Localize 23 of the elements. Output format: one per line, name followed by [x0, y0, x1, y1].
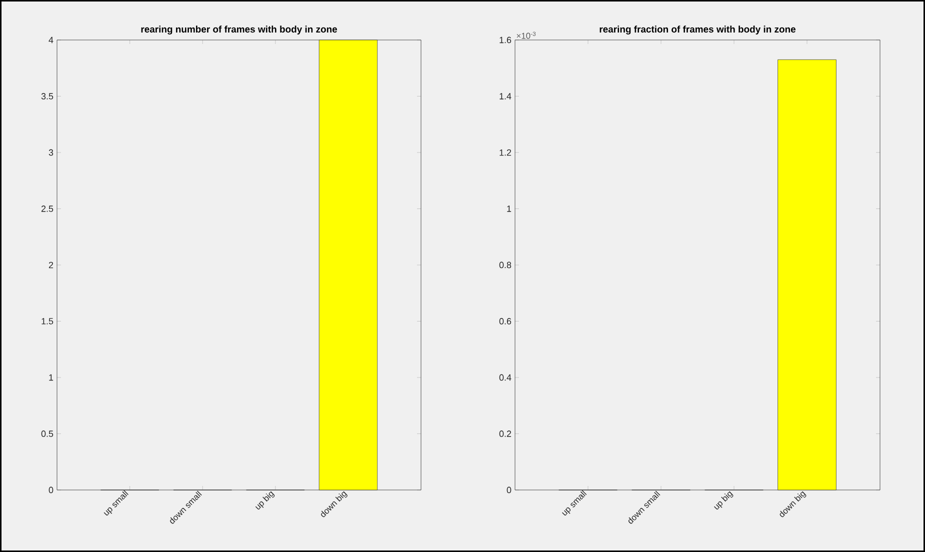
y-tick-label: 0.8 [499, 262, 512, 268]
y-tick-label: 0 [506, 486, 512, 494]
y-tick-label: 0.6 [499, 318, 512, 324]
y-tick-label: 0.4 [499, 374, 512, 381]
y-tick-label: 3 [48, 149, 54, 156]
x-tick-label: up big [255, 491, 275, 510]
y-tick-label: 0.5 [41, 430, 54, 437]
y-tick-label: 2.5 [41, 206, 54, 212]
y-tick-label: 1 [507, 206, 512, 212]
y-tick-label: 1.6 [500, 36, 512, 44]
y-tick-label: 0.2 [499, 430, 512, 437]
y-tick-label: 1 [49, 374, 54, 381]
y-tick-label: 1.4 [500, 93, 512, 100]
y-tick-label: 4 [48, 36, 54, 44]
chart-title: rearing number of frames with body in zone [141, 26, 338, 34]
y-tick-label: 3.5 [41, 93, 54, 100]
y-tick-label: 1.5 [42, 318, 54, 324]
y-tick-label: 1.2 [500, 149, 512, 156]
text: ×10$^{-3}$ [516, 32, 536, 39]
x-tick-label: up big [714, 491, 734, 510]
chart-title: rearing fraction of frames with body in zone [600, 26, 796, 34]
y-tick-label: 2 [48, 262, 54, 268]
y-tick-label: 0 [48, 486, 54, 494]
